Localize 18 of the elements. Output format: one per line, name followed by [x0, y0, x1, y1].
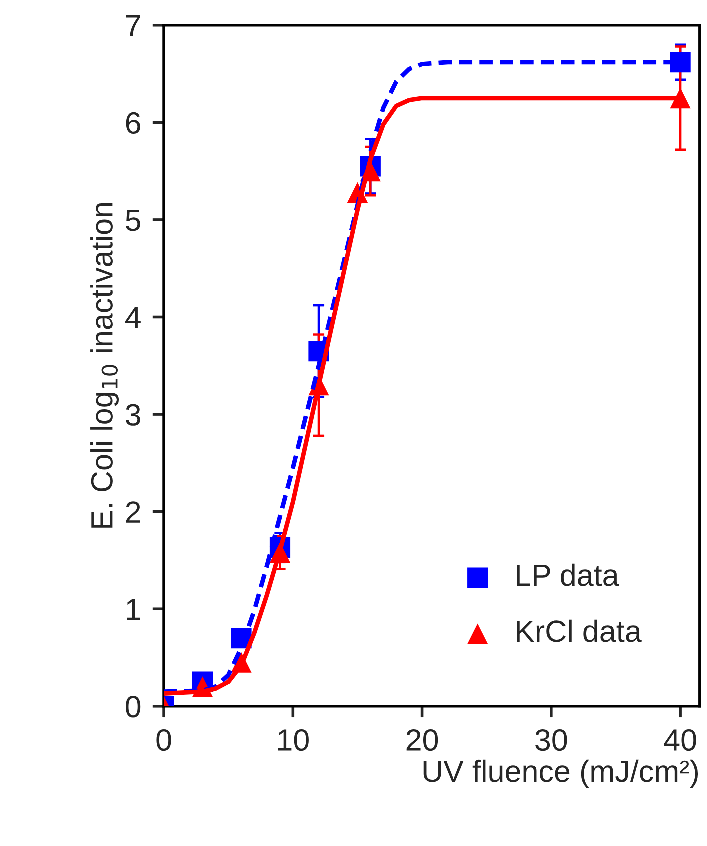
y-tick-label: 4	[126, 307, 141, 328]
x-tick-label: 30	[536, 729, 568, 752]
x-axis-title: UV fluence (mJ/cm²)	[424, 760, 698, 788]
y-tick-label: 6	[126, 112, 140, 134]
x-tick-label: 0	[156, 729, 172, 752]
point	[670, 52, 691, 73]
legend-label: KrCl data	[517, 620, 642, 642]
x-tick-label: 20	[406, 729, 438, 752]
y-tick-label: 3	[126, 404, 140, 426]
y-tick-label: 2	[126, 502, 140, 523]
y-tick-label: 7	[126, 15, 140, 36]
legend-label: LP data	[517, 564, 620, 586]
y-tick-label: 1	[127, 599, 140, 620]
x-tick-label: 10	[278, 729, 309, 752]
y-tick-label: 0	[126, 696, 141, 718]
x-tick-label: 40	[664, 729, 696, 752]
y-tick-label: 5	[126, 210, 141, 232]
y-axis-title: E. Coli log$_{10}$ inactivation	[90, 203, 120, 528]
